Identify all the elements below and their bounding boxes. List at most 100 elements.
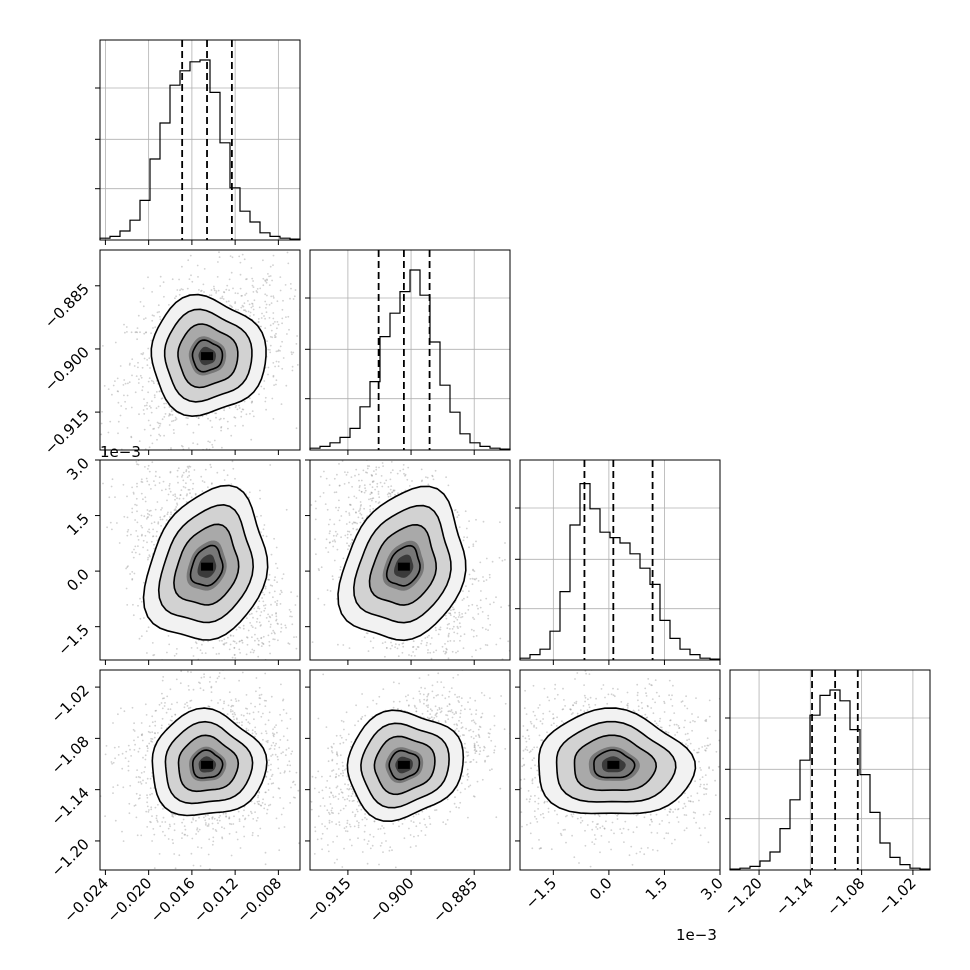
sample-point xyxy=(163,416,166,418)
sample-point xyxy=(189,492,191,495)
sample-point xyxy=(359,521,362,524)
sample-point xyxy=(239,273,242,276)
sample-point xyxy=(260,531,262,534)
sample-point xyxy=(297,789,300,792)
sample-point xyxy=(174,498,176,501)
sample-point xyxy=(459,625,462,628)
sample-point xyxy=(252,651,255,654)
sample-point xyxy=(182,471,185,474)
sample-point xyxy=(367,650,370,652)
sample-point xyxy=(144,496,147,499)
sample-point xyxy=(159,422,162,425)
sample-point xyxy=(333,491,336,494)
sample-point xyxy=(441,645,444,648)
sample-point xyxy=(387,492,390,494)
sample-point xyxy=(100,433,103,436)
sample-point xyxy=(191,487,194,490)
sample-point xyxy=(488,573,491,576)
sample-point xyxy=(259,497,261,500)
sample-point xyxy=(340,536,342,539)
sample-point xyxy=(275,350,278,353)
sample-point xyxy=(233,647,236,649)
sample-point xyxy=(223,469,225,472)
sample-point xyxy=(267,739,269,742)
sample-point xyxy=(132,493,135,495)
sample-point xyxy=(188,465,191,468)
sample-point xyxy=(131,486,134,489)
sample-point xyxy=(267,348,270,351)
sample-point xyxy=(149,434,152,437)
sample-point xyxy=(269,626,272,628)
sample-point xyxy=(263,524,266,526)
sample-point xyxy=(192,655,195,657)
sample-point xyxy=(311,641,314,643)
sample-point xyxy=(132,614,135,617)
sample-point xyxy=(169,516,171,518)
sample-point xyxy=(205,448,208,450)
sample-point xyxy=(479,647,482,650)
sample-point xyxy=(280,591,283,594)
sample-point xyxy=(281,367,284,370)
sample-point xyxy=(354,474,356,477)
sample-point xyxy=(215,653,218,655)
sample-point xyxy=(240,295,243,297)
sample-point xyxy=(317,678,319,680)
sample-point xyxy=(210,691,213,693)
sample-point xyxy=(254,705,256,708)
sample-point xyxy=(199,468,201,470)
sample-point xyxy=(162,453,164,455)
sample-point xyxy=(146,512,149,515)
sample-point xyxy=(157,426,160,429)
sample-point xyxy=(468,546,470,549)
sample-point xyxy=(153,833,156,836)
sample-point xyxy=(252,308,255,311)
sample-point xyxy=(238,626,240,629)
sample-point xyxy=(128,381,131,384)
sample-point xyxy=(144,404,146,407)
sample-point xyxy=(427,649,429,651)
sample-point xyxy=(445,651,448,654)
sample-point xyxy=(186,667,188,669)
sample-point xyxy=(426,636,429,638)
sample-point xyxy=(123,515,126,518)
sample-point xyxy=(136,521,139,524)
sample-point xyxy=(365,632,368,634)
sample-point xyxy=(402,468,405,471)
sample-point xyxy=(145,331,147,334)
sample-point xyxy=(453,615,455,618)
sample-point xyxy=(375,466,378,469)
sample-point xyxy=(348,521,351,524)
sample-point xyxy=(248,303,251,306)
sample-point xyxy=(277,349,280,351)
sample-point xyxy=(487,629,489,631)
sample-point xyxy=(363,636,366,638)
sample-point xyxy=(279,593,281,596)
sample-point xyxy=(188,278,191,280)
sample-point xyxy=(251,284,254,287)
sample-point xyxy=(123,710,126,713)
sample-point xyxy=(252,314,255,316)
sample-point xyxy=(262,668,264,670)
sample-point xyxy=(358,479,360,482)
sample-point xyxy=(193,674,195,676)
sample-point xyxy=(325,538,328,541)
sample-point xyxy=(434,469,437,472)
sample-point xyxy=(257,321,260,323)
sample-point xyxy=(157,521,160,524)
sample-point xyxy=(352,388,354,390)
sample-point xyxy=(161,489,163,492)
sample-point xyxy=(451,606,454,609)
sample-point xyxy=(374,488,376,491)
sample-point xyxy=(185,494,188,497)
sample-point xyxy=(174,495,177,498)
sample-point xyxy=(250,612,253,615)
sample-point xyxy=(166,651,168,654)
sample-point xyxy=(172,494,175,496)
sample-point xyxy=(469,578,472,580)
sample-point xyxy=(72,387,74,389)
sample-point xyxy=(255,819,258,822)
sample-point xyxy=(371,480,374,483)
panel-content xyxy=(310,388,510,660)
sample-point xyxy=(348,545,351,547)
sample-point xyxy=(387,486,390,488)
